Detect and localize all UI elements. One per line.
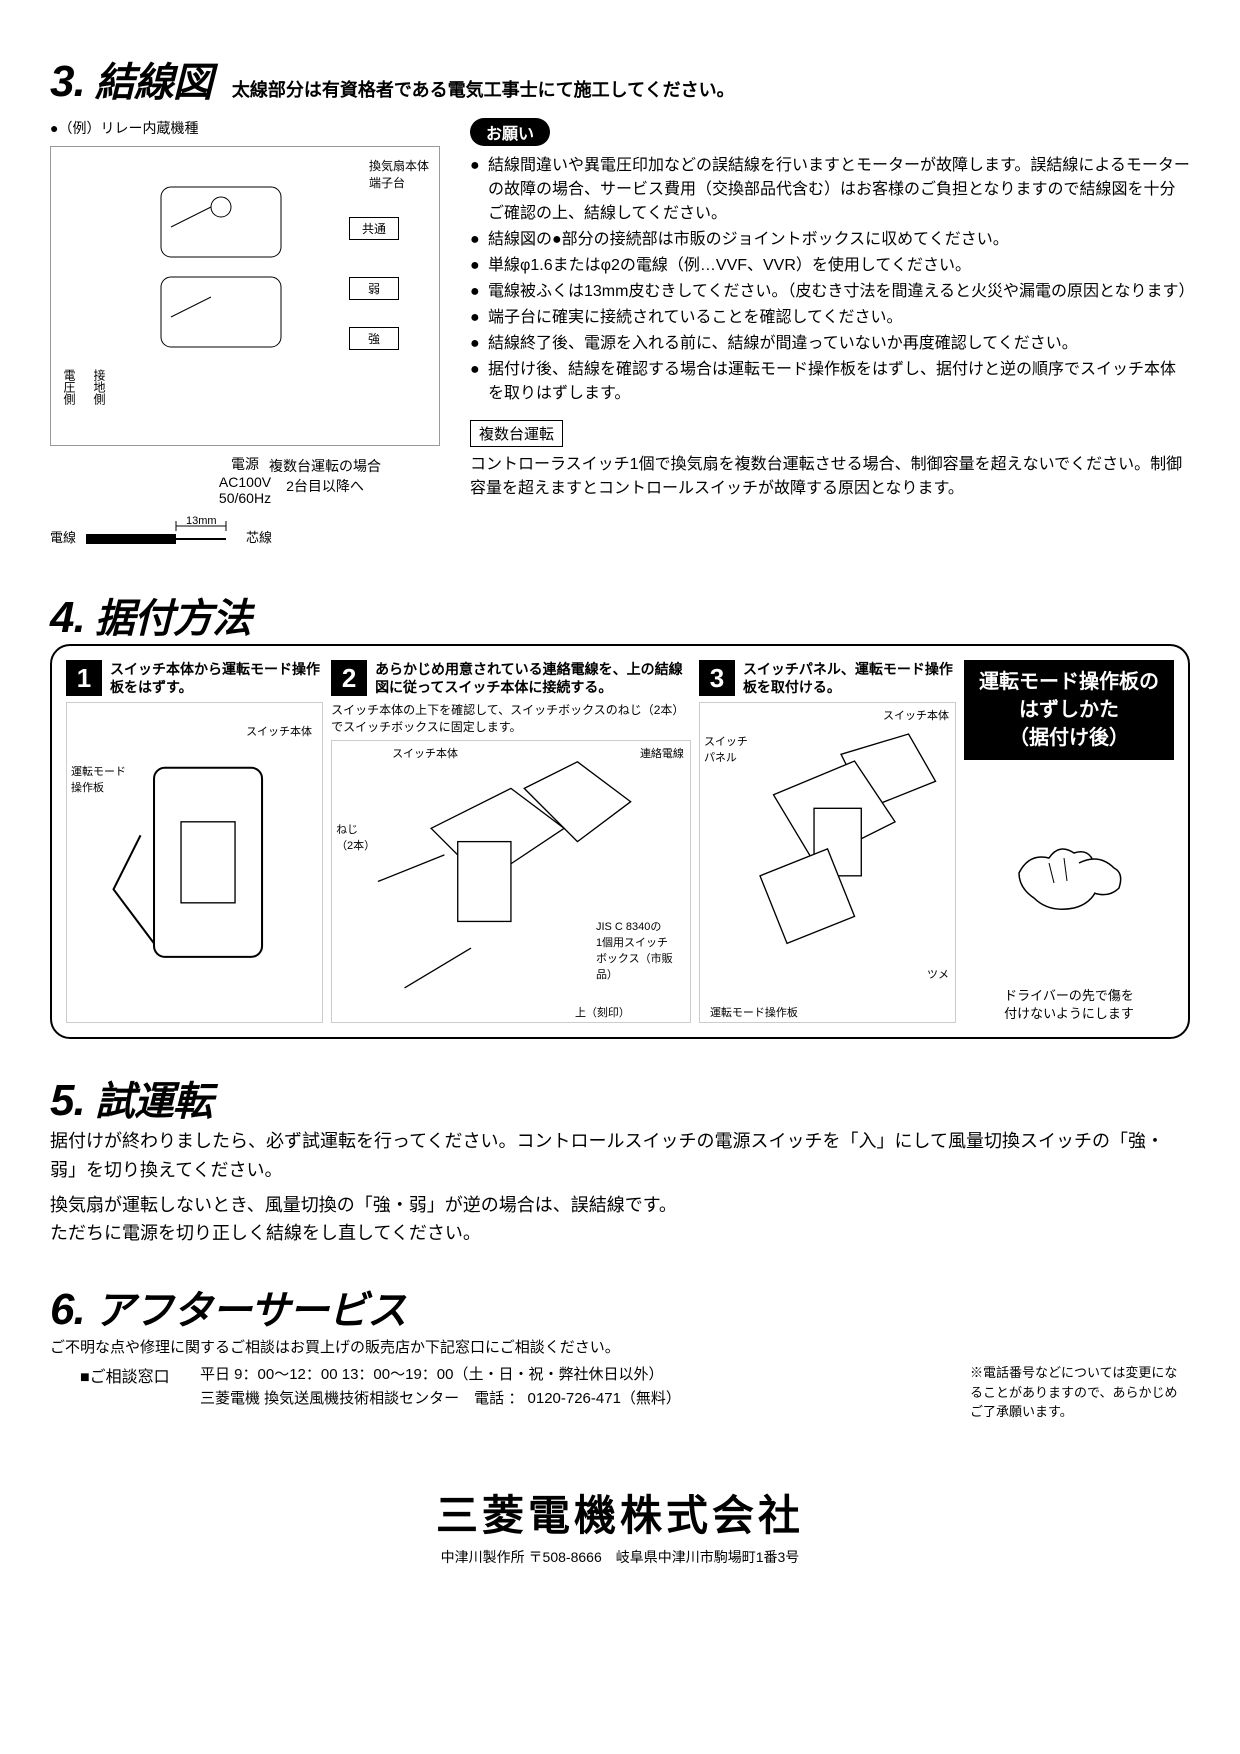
steps-container: 1 スイッチ本体から運転モード操作板をはずす。 運転モード操作板 スイッチ本体 … bbox=[50, 644, 1190, 1039]
step1-svg bbox=[73, 709, 316, 1016]
step-1: 1 スイッチ本体から運転モード操作板をはずす。 運転モード操作板 スイッチ本体 bbox=[66, 660, 323, 1023]
step1-illustration: 運転モード操作板 スイッチ本体 bbox=[66, 702, 323, 1023]
bullet-item: 結線終了後、電源を入れる前に、結線が間違っていないか再度確認してください。 bbox=[470, 332, 1190, 356]
step-title: スイッチ本体から運転モード操作板をはずす。 bbox=[110, 660, 323, 696]
wiring-diagram-column: ●（例）リレー内蔵機種 換気扇本体端子台 共通 弱 強 電圧側 接地側 電源 A… bbox=[50, 118, 440, 556]
request-badge: お願い bbox=[470, 118, 550, 146]
wire-core-label: 芯線 bbox=[246, 527, 272, 546]
removal-title-l1: 運転モード操作板の bbox=[979, 671, 1159, 693]
dia-power: 電源 bbox=[231, 456, 259, 472]
warning-bullets: 結線間違いや異電圧印加などの誤結線を行いますとモーターが故障します。誤結線による… bbox=[470, 154, 1190, 406]
step2-label-e: 上（刻印） bbox=[575, 1004, 630, 1020]
section-after-service: 6. アフターサービス ご不明な点や修理に関するご相談はお買上げの販売店か下記窓… bbox=[50, 1278, 1190, 1422]
section3-num: 3. bbox=[50, 57, 85, 106]
wiring-diagram: 換気扇本体端子台 共通 弱 強 電圧側 接地側 bbox=[50, 146, 440, 446]
section5-title: 試運転 bbox=[95, 1080, 212, 1124]
bullet-item: 電線被ふくは13mm皮むきしてください。（皮むき寸法を間違えると火災や漏電の原因… bbox=[470, 280, 1190, 304]
hours: 平日 9：00～12：00 13：00～19：00（土・日・祝・弊社休日以外） bbox=[200, 1363, 940, 1387]
company-address: 中津川製作所 〒508-8666 岐阜県中津川市駒場町1番3号 bbox=[50, 1547, 1190, 1567]
removal-panel: 運転モード操作板の はずしかた （据付け後） ドライバーの先で傷を付けないように… bbox=[964, 660, 1174, 1023]
step2-label-b: スイッチ本体 bbox=[392, 745, 458, 761]
section-installation: 4. 据付方法 1 スイッチ本体から運転モード操作板をはずす。 運転モード操作板… bbox=[50, 586, 1190, 1039]
bullet-item: 単線φ1.6またはφ2の電線（例…VVF、VVR）を使用してください。 bbox=[470, 254, 1190, 278]
section6-heading: 6. アフターサービス bbox=[50, 1278, 1190, 1336]
step3-label-a: スイッチパネル bbox=[704, 733, 748, 765]
step1-label-b: スイッチ本体 bbox=[246, 723, 312, 739]
step-title: スイッチパネル、運転モード操作板を取付ける。 bbox=[743, 660, 956, 696]
section3-title: 結線図 bbox=[95, 61, 212, 105]
after-sub: ご不明な点や修理に関するご相談はお買上げの販売店か下記窓口にご相談ください。 bbox=[50, 1336, 1190, 1357]
removal-caption: ドライバーの先で傷を付けないようにします bbox=[964, 987, 1174, 1023]
section3-subtitle: 太線部分は有資格者である電気工事士にて施工してください。 bbox=[232, 76, 735, 102]
bullet-item: 結線図の●部分の接続部は市販のジョイントボックスに収めてください。 bbox=[470, 228, 1190, 252]
dia-common: 共通 bbox=[349, 217, 399, 240]
center-phone: 三菱電機 換気送風機技術相談センター 電話 ： 0120-726-471（無料） bbox=[200, 1387, 940, 1411]
multi-run-label: 複数台運転 bbox=[470, 420, 563, 447]
step3-label-d: 運転モード操作板 bbox=[710, 1004, 798, 1020]
section6-num: 6. bbox=[50, 1285, 85, 1334]
step2-illustration: ねじ（2本） スイッチ本体 連絡電線 JIS C 8340の1個用スイッチボック… bbox=[331, 740, 691, 1023]
example-label: ●（例）リレー内蔵機種 bbox=[50, 118, 440, 138]
bullet-item: 据付け後、結線を確認する場合は運転モード操作板をはずし、据付けと逆の順序でスイッ… bbox=[470, 358, 1190, 406]
dia-ground-side: 接地側 bbox=[91, 369, 108, 405]
relay-schematic bbox=[151, 177, 311, 377]
section-wiring: 3. 結線図 太線部分は有資格者である電気工事士にて施工してください。 ●（例）… bbox=[50, 50, 1190, 556]
step-number: 1 bbox=[66, 660, 102, 696]
removal-title: 運転モード操作板の はずしかた （据付け後） bbox=[964, 660, 1174, 760]
step-number: 3 bbox=[699, 660, 735, 696]
section6-title: アフターサービス bbox=[95, 1289, 406, 1333]
section5-num: 5. bbox=[50, 1076, 85, 1125]
bullet-item: 端子台に確実に接続されていることを確認してください。 bbox=[470, 306, 1190, 330]
step3-label-c: ツメ bbox=[927, 966, 949, 982]
dia-low: 弱 bbox=[349, 277, 399, 300]
step3-label-b: スイッチ本体 bbox=[883, 707, 949, 723]
consultation-info: 平日 9：00～12：00 13：00～19：00（土・日・祝・弊社休日以外） … bbox=[200, 1363, 940, 1411]
phone-note: ※電話番号などについては変更になることがありますので、あらかじめご了承願います。 bbox=[970, 1363, 1190, 1422]
dia-ac: AC100V bbox=[219, 474, 271, 490]
step-number: 2 bbox=[331, 660, 367, 696]
step1-label-a: 運転モード操作板 bbox=[71, 763, 126, 795]
step-title: あらかじめ用意されている連絡電線を、上の結線図に従ってスイッチ本体に接続する。 bbox=[375, 660, 691, 696]
footer: 三菱電機株式会社 中津川製作所 〒508-8666 岐阜県中津川市駒場町1番3号 bbox=[50, 1482, 1190, 1567]
step-3: 3 スイッチパネル、運転モード操作板を取付ける。 スイッチパネル スイッチ本体 … bbox=[699, 660, 956, 1023]
test-p2: 換気扇が運転しないとき、風量切換の「強・弱」が逆の場合は、誤結線です。ただちに電… bbox=[50, 1191, 1190, 1249]
section4-heading: 4. 据付方法 bbox=[50, 586, 1190, 644]
section4-num: 4. bbox=[50, 593, 85, 642]
step2-label-c: 連絡電線 bbox=[640, 745, 684, 761]
notes-column: お願い 結線間違いや異電圧印加などの誤結線を行いますとモーターが故障します。誤結… bbox=[470, 118, 1190, 556]
step3-illustration: スイッチパネル スイッチ本体 ツメ 運転モード操作板 bbox=[699, 702, 956, 1023]
removal-title-l2: はずしかた bbox=[1019, 699, 1119, 721]
wire-strip-diagram: 電線 13mm 芯線 bbox=[50, 516, 440, 556]
hands-svg bbox=[999, 813, 1139, 933]
dia-voltage-side: 電圧側 bbox=[61, 369, 78, 405]
bullet-item: 結線間違いや異電圧印加などの誤結線を行いますとモーターが故障します。誤結線による… bbox=[470, 154, 1190, 226]
company-name: 三菱電機株式会社 bbox=[50, 1482, 1190, 1543]
section3-heading: 3. 結線図 bbox=[50, 50, 212, 108]
wire-outer-label: 電線 bbox=[50, 527, 76, 546]
section4-title: 据付方法 bbox=[95, 597, 251, 641]
multi-run-text: コントローラスイッチ1個で換気扇を複数台運転させる場合、制御容量を超えないでくだ… bbox=[470, 453, 1190, 501]
step-2: 2 あらかじめ用意されている連絡電線を、上の結線図に従ってスイッチ本体に接続する… bbox=[331, 660, 691, 1023]
section-test-run: 5. 試運転 据付けが終わりましたら、必ず試運転を行ってください。コントロールス… bbox=[50, 1069, 1190, 1248]
dia-hz: 50/60Hz bbox=[219, 490, 271, 506]
wire-dim: 13mm bbox=[186, 516, 217, 527]
dia-high: 強 bbox=[349, 327, 399, 350]
removal-illustration bbox=[964, 760, 1174, 987]
section5-heading: 5. 試運転 bbox=[50, 1069, 1190, 1127]
step2-label-d: JIS C 8340の1個用スイッチボックス（市販品） bbox=[596, 918, 686, 982]
step2-subtitle: スイッチ本体の上下を確認して、スイッチボックスのねじ（2本）でスイッチボックスに… bbox=[331, 702, 691, 736]
step2-label-a: ねじ（2本） bbox=[336, 821, 375, 853]
dia-terminal-block: 換気扇本体端子台 bbox=[369, 157, 429, 191]
test-p1: 据付けが終わりましたら、必ず試運転を行ってください。コントロールスイッチの電源ス… bbox=[50, 1127, 1190, 1185]
wire-strip-svg: 13mm bbox=[86, 516, 236, 556]
removal-title-l3: （据付け後） bbox=[1009, 727, 1129, 749]
consultation-window-label: ■ご相談窓口 bbox=[50, 1363, 170, 1387]
